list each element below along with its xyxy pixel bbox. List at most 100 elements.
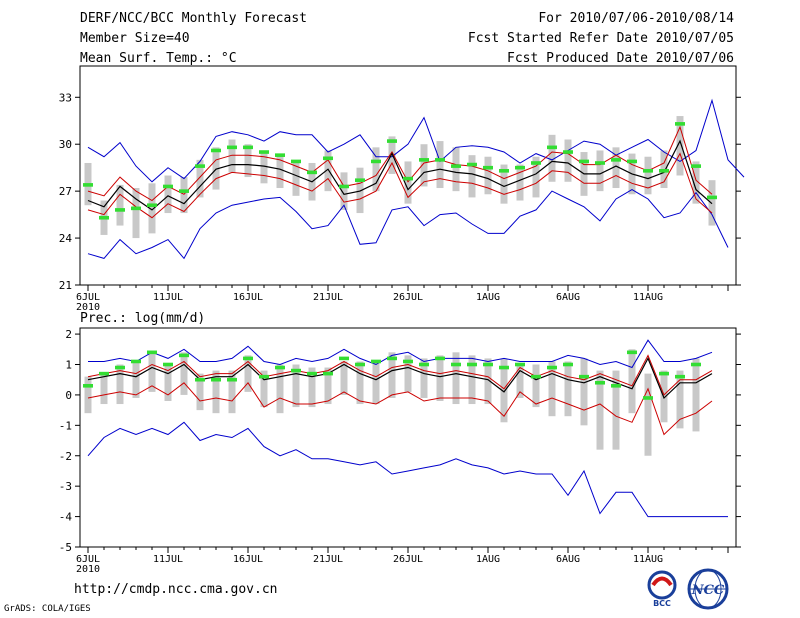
bcc-logo-arc <box>651 576 673 587</box>
prec-control-mark <box>515 362 525 367</box>
prec-control-mark <box>387 356 397 361</box>
prec-year-label: 2010 <box>76 564 100 575</box>
prec-control-mark <box>211 377 221 382</box>
temp-spread-box <box>692 161 700 204</box>
temp-xtick-label: 26JUL <box>393 292 423 303</box>
temp-spread-box <box>228 139 236 173</box>
prec-xtick-label: 16JUL <box>233 554 263 565</box>
temp-spread-box <box>356 167 364 214</box>
prec-spread-box <box>612 370 620 450</box>
prec-spread-box <box>164 364 172 401</box>
temp-xtick-label: 6AUG <box>556 292 580 303</box>
temp-year-label: 2010 <box>76 302 100 313</box>
prec-spread-box <box>372 361 380 405</box>
temp-control-mark <box>83 183 93 187</box>
prec-control-mark <box>659 371 669 376</box>
prec-spread-box <box>484 358 492 405</box>
temp-control-mark <box>419 158 429 162</box>
prec-control-mark <box>451 362 461 367</box>
temp-control-mark <box>323 156 333 161</box>
prec-control-mark <box>547 365 557 370</box>
prec-xtick-label: 6AUG <box>556 554 580 565</box>
temp-spread-box <box>196 159 204 198</box>
prec-spread-box <box>196 373 204 411</box>
ncc-logo: NCC <box>687 568 729 610</box>
temp-spread-box <box>116 184 124 226</box>
prec-ytick-label: 1 <box>65 359 72 372</box>
prec-max-line <box>88 339 713 369</box>
prec-spread-box <box>100 373 108 405</box>
variable-label: Mean Surf. Temp.: °C <box>80 51 237 66</box>
prec-spread-box <box>228 370 236 414</box>
prec-control-mark <box>131 359 141 364</box>
prec-ytick-label: -2 <box>59 450 72 463</box>
member-size: Member Size=40 <box>80 31 190 46</box>
temp-control-mark <box>515 165 525 170</box>
temp-control-mark <box>531 161 541 165</box>
temp-control-mark <box>147 203 157 208</box>
prec-control-mark <box>291 368 301 373</box>
prec-spread-box <box>356 361 364 405</box>
prec-control-mark <box>339 356 349 361</box>
prec-xtick-label: 11AUG <box>633 554 663 565</box>
prec-ytick-label: -5 <box>59 541 72 554</box>
temp-spread-box <box>596 150 604 192</box>
prec-control-mark <box>499 365 509 370</box>
temp-spread-box <box>420 144 428 187</box>
temp-spread-box <box>388 136 396 174</box>
temp-spread-box <box>708 180 716 226</box>
temp-ytick-label: 21 <box>59 279 72 292</box>
temp-spread-box <box>548 134 556 182</box>
bcc-logo: BCC <box>647 570 677 608</box>
prec-control-mark <box>371 359 381 364</box>
source-url[interactable]: http://cmdp.ncc.cma.gov.cn <box>74 582 278 597</box>
temp-control-mark <box>163 184 173 189</box>
prec-ytick-label: 2 <box>65 328 72 341</box>
prec-spread-box <box>468 355 476 405</box>
prec-spread-box <box>644 373 652 456</box>
temp-control-mark <box>611 158 621 162</box>
prec-control-mark <box>403 359 413 364</box>
temp-xtick-label: 16JUL <box>233 292 263 303</box>
prec-control-mark <box>435 356 445 361</box>
temp-spread-box <box>532 156 540 198</box>
temp-p75-line <box>87 125 713 202</box>
prec-ytick-label: -3 <box>59 480 72 493</box>
temp-spread-box <box>148 183 156 234</box>
prec-spread-box <box>548 361 556 417</box>
temp-control-mark <box>99 215 109 220</box>
temp-control-mark <box>371 159 381 164</box>
temp-xtick-label: 6JUL <box>76 292 100 303</box>
temp-control-mark <box>547 145 557 150</box>
prec-control-mark <box>243 356 253 361</box>
prec-spread-box <box>516 364 524 398</box>
prec-control-mark <box>83 383 93 388</box>
temp-control-mark <box>403 176 413 181</box>
temp-control-mark <box>691 164 701 168</box>
prec-control-mark <box>259 374 269 379</box>
temp-max-line <box>87 98 745 183</box>
prec-ytick-label: -1 <box>59 419 72 432</box>
prec-spread-box <box>628 349 636 414</box>
prec-control-mark <box>179 353 189 358</box>
prec-control-mark <box>227 377 237 382</box>
temp-control-mark <box>659 169 669 173</box>
prec-spread-box <box>436 355 444 401</box>
header-right: For 2010/07/06-2010/08/14 Fcst Started R… <box>468 10 734 70</box>
prec-spread-box <box>84 376 92 414</box>
temp-control-mark <box>563 150 573 154</box>
grads-credit: GrADS: COLA/IGES <box>4 604 91 614</box>
prec-xtick-label: 21JUL <box>313 554 343 565</box>
prec-control-mark <box>275 365 285 370</box>
prec-spread-box <box>692 358 700 432</box>
temp-control-mark <box>259 150 269 154</box>
temp-control-mark <box>195 164 205 168</box>
temp-spread-box <box>452 147 460 192</box>
prec-control-mark <box>355 362 365 367</box>
forecast-title: DERF/NCC/BCC Monthly Forecast <box>80 11 307 26</box>
prec-control-mark <box>643 396 653 400</box>
prec-control-mark <box>611 383 621 388</box>
prec-min-line <box>87 421 728 518</box>
prec-control-mark <box>163 362 173 367</box>
